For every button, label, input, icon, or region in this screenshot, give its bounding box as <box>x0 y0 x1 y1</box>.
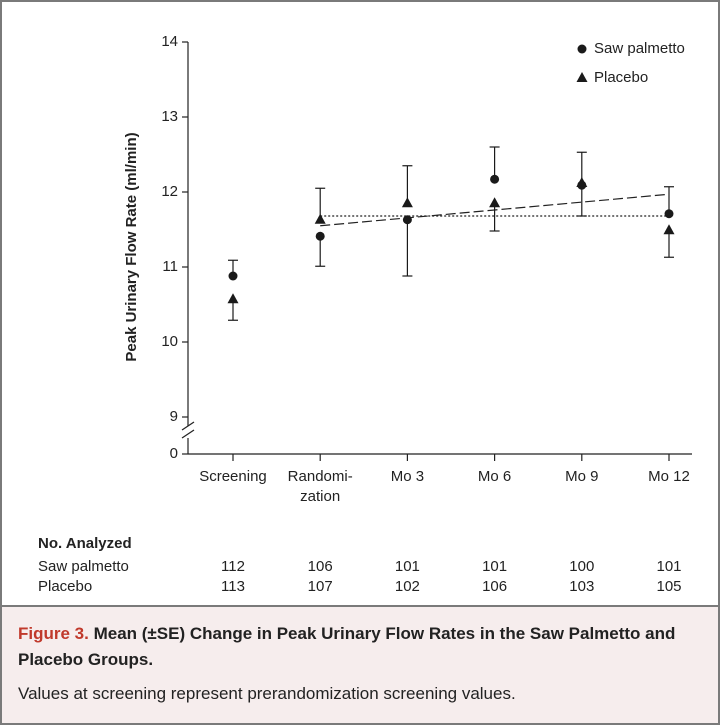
point <box>576 177 588 187</box>
y-tick-label: 14 <box>161 33 178 50</box>
point <box>490 174 500 184</box>
point <box>489 197 501 208</box>
point <box>314 213 326 224</box>
point <box>227 293 239 304</box>
y-tick-label: 11 <box>162 258 178 275</box>
table-cell: 101 <box>395 558 420 575</box>
table-cell: 107 <box>308 578 333 595</box>
legend-label: Placebo <box>594 69 648 86</box>
legend-label: Saw palmetto <box>594 40 685 57</box>
point <box>315 231 325 241</box>
x-tick-label: Screening <box>199 468 267 485</box>
x-tick-label: Randomi-zation <box>288 468 353 505</box>
x-tick-label: Mo 6 <box>478 468 511 485</box>
y-tick-label: 10 <box>161 333 178 350</box>
table-cell: 105 <box>656 578 681 595</box>
x-tick-label: Mo 9 <box>565 468 598 485</box>
table-cell: 103 <box>569 578 594 595</box>
y-tick-label: 13 <box>161 108 178 125</box>
y-axis-label: Peak Urinary Flow Rate (ml/min) <box>123 132 140 361</box>
x-tick-label: Mo 12 <box>648 468 690 485</box>
caption-title: Mean (±SE) Change in Peak Urinary Flow R… <box>18 624 676 669</box>
point <box>228 271 238 281</box>
caption: Figure 3. Mean (±SE) Change in Peak Urin… <box>2 605 718 723</box>
caption-label: Figure 3. <box>18 624 89 643</box>
table-cell: 100 <box>569 558 594 575</box>
table-row-label: Placebo <box>38 578 92 595</box>
table-cell: 112 <box>221 558 245 575</box>
caption-note: Values at screening represent prerandomi… <box>18 684 516 703</box>
point <box>402 215 412 225</box>
legend-marker <box>577 44 587 54</box>
x-tick-label: Mo 3 <box>391 468 424 485</box>
table-title: No. Analyzed <box>38 535 132 552</box>
table-cell: 101 <box>656 558 681 575</box>
point <box>663 224 675 235</box>
table-cell: 106 <box>308 558 333 575</box>
y-tick-label: 9 <box>170 408 178 425</box>
legend-marker <box>576 72 588 82</box>
table-cell: 106 <box>482 578 507 595</box>
table-row-label: Saw palmetto <box>38 558 129 575</box>
table-cell: 113 <box>221 578 245 595</box>
axis-break <box>181 429 195 439</box>
y-tick-label: 12 <box>161 183 178 200</box>
table-cell: 102 <box>395 578 420 595</box>
y-tick-label: 0 <box>170 445 178 462</box>
axis-break <box>181 421 195 431</box>
table-cell: 101 <box>482 558 507 575</box>
point <box>401 197 413 208</box>
point <box>664 209 674 219</box>
chart: Peak Urinary Flow Rate (ml/min) No. Anal… <box>38 33 692 595</box>
